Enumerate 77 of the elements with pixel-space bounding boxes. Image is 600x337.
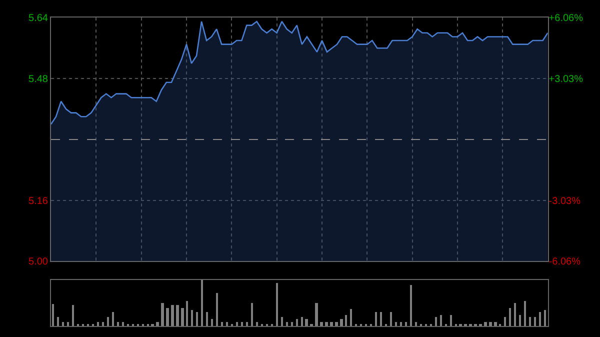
bar (236, 322, 238, 326)
bar (296, 318, 298, 326)
bar (544, 310, 546, 326)
bar (305, 318, 308, 326)
bar (395, 322, 397, 326)
bar (191, 310, 193, 326)
bar (221, 322, 223, 326)
bar (112, 312, 114, 326)
bar (504, 316, 506, 326)
bar (201, 280, 203, 326)
bar (494, 322, 497, 326)
bar (107, 316, 109, 326)
y-tick-label: 5.64 (28, 13, 48, 24)
bar (325, 322, 328, 326)
bar (375, 312, 377, 326)
bar (524, 300, 526, 326)
bar (529, 316, 531, 326)
bar (330, 322, 333, 326)
bar (161, 302, 164, 326)
bar (251, 302, 253, 326)
bar (276, 282, 278, 326)
bar (166, 308, 169, 326)
bar (186, 300, 188, 326)
bar (484, 322, 487, 326)
bar (539, 312, 541, 326)
bar (171, 304, 174, 326)
bar (301, 316, 303, 326)
bar (405, 322, 407, 326)
bar (246, 322, 248, 326)
bar (196, 312, 198, 326)
bar (320, 322, 323, 326)
bar (57, 316, 59, 326)
y-tick-label: 5.16 (28, 196, 48, 207)
y-tick-label: 5.00 (28, 256, 48, 268)
bar (256, 322, 258, 326)
bar (335, 322, 338, 326)
bar (514, 302, 516, 326)
y2-tick-label: +3.03% (548, 74, 584, 86)
bar (350, 308, 352, 326)
bar (291, 322, 293, 326)
bar (415, 322, 417, 326)
bar (117, 322, 119, 326)
bar (435, 316, 437, 326)
bar (122, 322, 124, 326)
bar (176, 304, 179, 326)
bar (315, 302, 318, 326)
bar (410, 284, 412, 326)
y-tick-label: 5.48 (28, 74, 48, 86)
bar (340, 318, 343, 326)
bar (216, 292, 218, 326)
bar (380, 312, 382, 326)
bar (241, 322, 243, 326)
bar (181, 308, 184, 326)
bar (509, 308, 511, 326)
bar (62, 322, 64, 326)
bar (450, 314, 452, 326)
bar (206, 312, 208, 326)
bar (489, 322, 492, 326)
bar (534, 316, 536, 326)
bar (102, 322, 104, 326)
bar (156, 322, 159, 326)
bar (400, 322, 402, 326)
bar (281, 316, 283, 326)
bar (345, 314, 347, 326)
bar (286, 322, 288, 326)
y2-tick-label: -3.03% (548, 196, 581, 207)
bar (390, 312, 392, 326)
y2-tick-label: +6.06% (548, 13, 584, 24)
bar (72, 304, 74, 326)
y2-tick-label: -6.06% (548, 256, 581, 268)
bar (211, 318, 213, 326)
bar (67, 322, 69, 326)
bar (97, 322, 99, 326)
bar (440, 314, 442, 326)
bar (519, 314, 521, 326)
bar (52, 304, 54, 326)
bar (226, 322, 228, 326)
